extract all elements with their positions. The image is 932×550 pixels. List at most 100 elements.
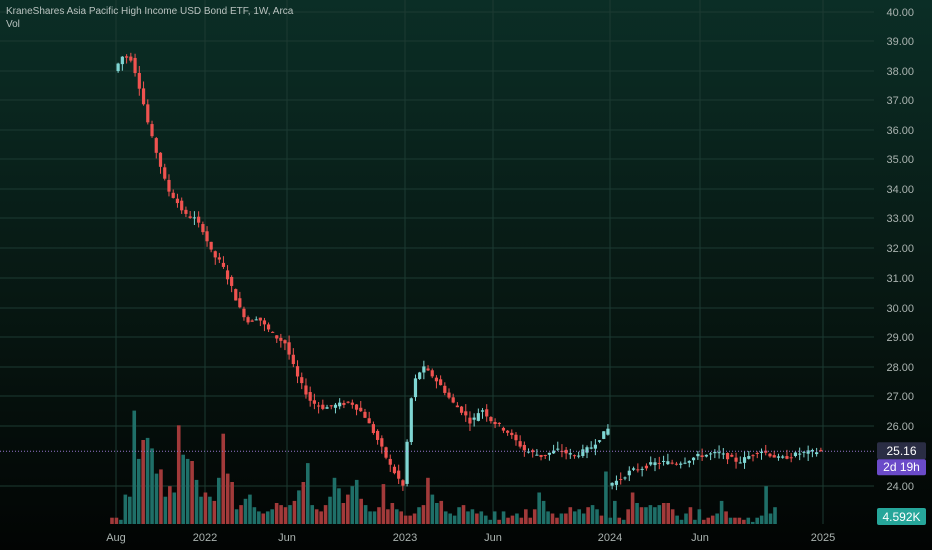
candle-body (670, 462, 674, 464)
volume-bar (363, 505, 368, 524)
volume-bar (390, 503, 395, 524)
candle-body (242, 308, 246, 318)
candle-body (476, 413, 480, 421)
volume-bar (604, 471, 608, 524)
candle-body (636, 469, 640, 471)
volume-bar (684, 513, 688, 524)
volume-bar (648, 505, 653, 524)
volume-bar (408, 515, 412, 524)
volume-bar (483, 515, 488, 524)
candle-body (459, 406, 464, 413)
candle-body (653, 462, 657, 466)
candle-body (572, 455, 577, 457)
candle-body (197, 216, 201, 223)
candle-body (781, 456, 785, 458)
candle-body (691, 457, 696, 461)
candle-body (815, 452, 819, 455)
price-tick-label: 40.00 (886, 7, 914, 19)
candle-body (371, 424, 375, 433)
candle-body (188, 216, 192, 218)
volume-bar (728, 517, 733, 524)
candle-body (266, 324, 271, 330)
volume-bar (519, 517, 524, 524)
candle-body (798, 453, 802, 455)
candle-body (167, 179, 171, 192)
volume-bar (141, 440, 145, 524)
candle-body (234, 289, 238, 301)
price-tick-label: 32.00 (886, 243, 914, 255)
candle-body (619, 479, 623, 481)
volume-bar (630, 492, 635, 524)
volume-bar (613, 500, 617, 524)
volume-bar (439, 500, 444, 524)
candle-body (589, 447, 593, 449)
candle-body (163, 167, 167, 179)
volume-bar (114, 517, 119, 524)
time-tick-label: 2022 (193, 532, 217, 544)
volume-bar (510, 515, 515, 524)
volume-bar (506, 517, 510, 524)
candle-body (401, 480, 405, 486)
candle-body (725, 453, 730, 460)
volume-bar (550, 513, 555, 524)
price-axis[interactable]: 40.00 39.00 38.00 37.00 36.00 35.00 34.00 33.00… (886, 7, 914, 493)
candle-body (184, 209, 188, 214)
volume-bar (332, 477, 337, 524)
time-tick-label: Aug (106, 532, 126, 544)
volume-bar (168, 486, 172, 524)
candle-body (129, 56, 133, 61)
candle-body (405, 441, 409, 484)
price-tick-label: 36.00 (886, 125, 914, 137)
time-tick-label: Jun (691, 532, 709, 544)
time-axis[interactable]: Aug 2022 Jun 2023 Jun 2024 Jun 2025 (106, 532, 835, 544)
candle-body (426, 368, 430, 371)
legend-title[interactable]: KraneShares Asia Pacific High Income USD… (6, 6, 294, 17)
candle-body (666, 461, 670, 465)
price-tick-label: 39.00 (886, 36, 914, 48)
candle-body (213, 251, 217, 258)
candle-body (250, 320, 254, 322)
candle-body (209, 241, 213, 250)
volume-bar (221, 433, 226, 524)
candle-body (810, 450, 814, 452)
price-tick-label: 26.00 (886, 421, 914, 433)
volume-bar (639, 507, 644, 524)
candle-body (392, 466, 397, 474)
price-tick-label: 28.00 (886, 362, 914, 374)
candle-body (146, 104, 150, 123)
price-tick-label: 29.00 (886, 332, 914, 344)
volume-bar (212, 500, 217, 524)
volume-bar (185, 458, 190, 524)
legend-volume-indicator[interactable]: Vol (6, 19, 20, 30)
volume-bar (337, 488, 341, 524)
candle-body (275, 335, 279, 339)
volume-bar (274, 503, 279, 524)
volume-bar (270, 509, 274, 524)
time-tick-label: 2025 (811, 532, 835, 544)
candle-body (577, 455, 581, 457)
candle-body (333, 404, 338, 408)
candle-body (116, 63, 120, 72)
candle-body (124, 56, 129, 58)
candle-body (472, 417, 476, 420)
volume-bar (435, 503, 439, 524)
candle-body (661, 460, 666, 462)
volume-bar (488, 519, 493, 524)
candle-body (493, 421, 497, 425)
volume-bar (492, 511, 497, 524)
volume-bar (759, 515, 764, 524)
volume-bar (773, 507, 777, 524)
candle-body (489, 417, 493, 422)
volume-bar (341, 503, 346, 524)
candle-body (819, 449, 823, 451)
volume-bar (426, 477, 430, 524)
candle-body (640, 468, 644, 470)
candle-body (141, 88, 146, 105)
volume-bar (283, 507, 288, 524)
volume-bar (314, 509, 319, 524)
volume-bar (372, 511, 377, 524)
volume-bar (176, 425, 181, 524)
candle-body (497, 422, 501, 425)
candle-body (747, 456, 751, 459)
